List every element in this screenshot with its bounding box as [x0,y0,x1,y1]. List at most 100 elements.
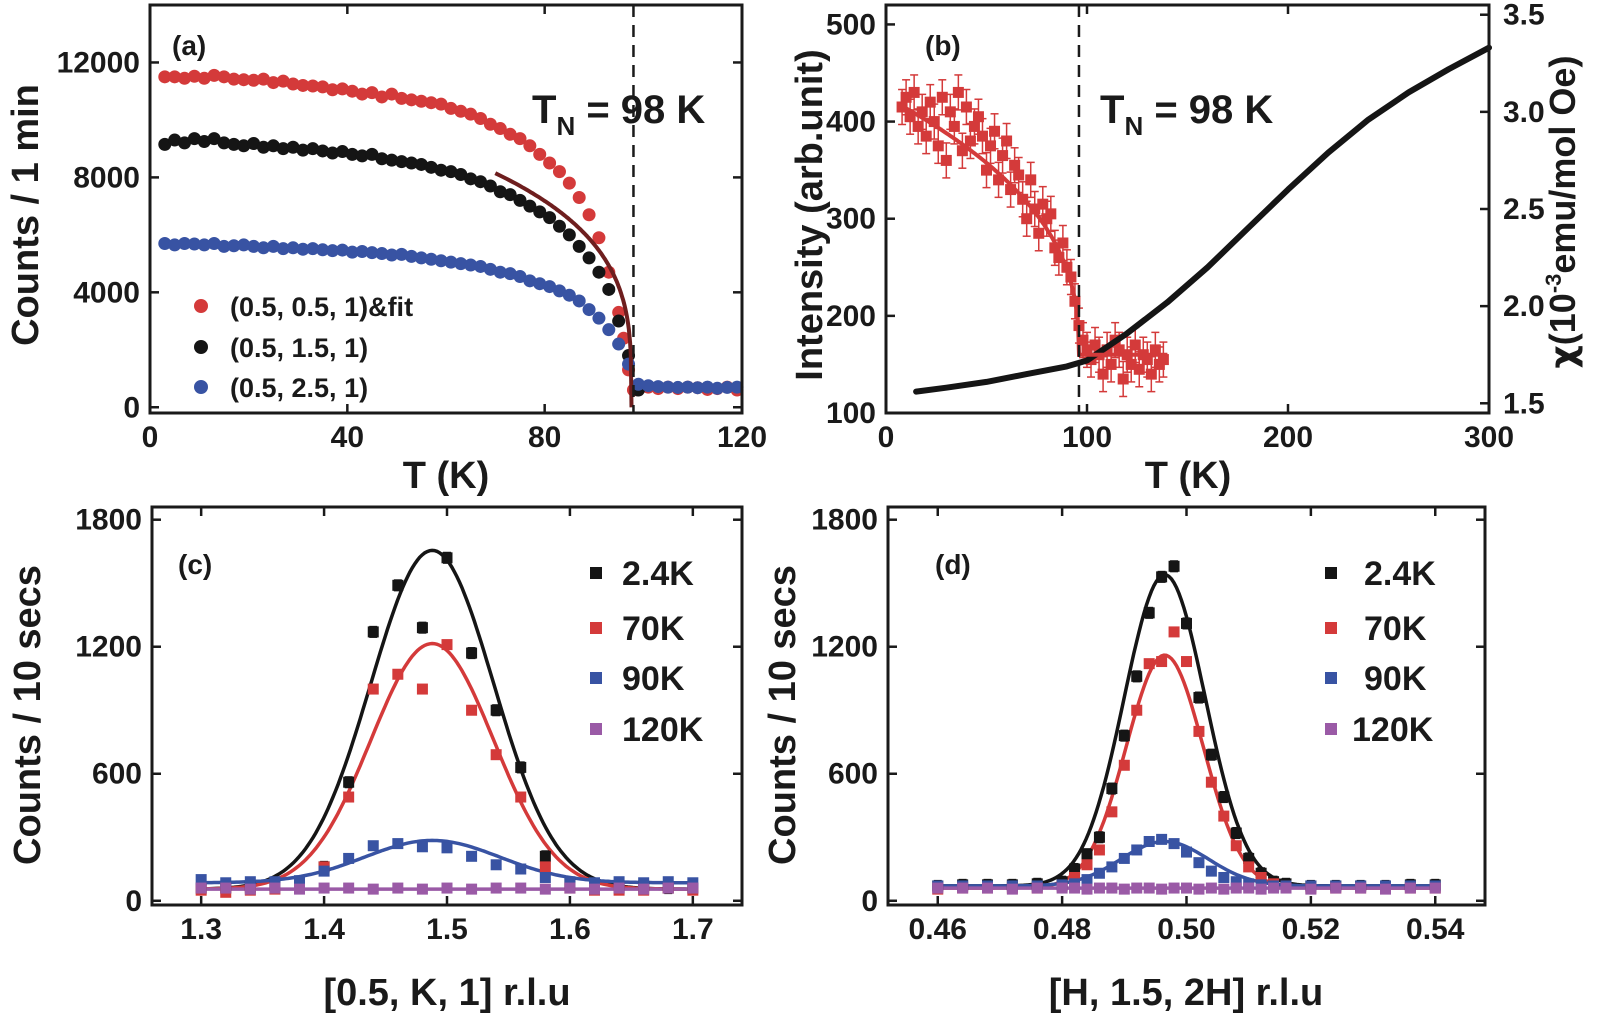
legend-label: 120K [622,711,704,749]
data-point [533,277,547,291]
data-point [572,239,586,253]
data-point [1106,783,1118,795]
data-point [441,882,453,894]
data-point [1025,174,1037,186]
legend-marker [1325,622,1337,634]
data-point [316,144,330,158]
chi-curve [913,44,1492,395]
y-tick-label: 600 [828,758,878,791]
data-point [710,381,724,395]
data-point [1193,883,1205,895]
x-tick-label: 1.4 [303,913,345,946]
x-tick-label: 0.54 [1406,913,1465,946]
data-point [483,117,497,131]
data-point [523,274,537,288]
data-point [1305,883,1317,895]
data-point [1097,368,1109,380]
data-point [1021,213,1033,225]
data-point [375,90,389,104]
data-point [434,254,448,268]
data-point [269,882,281,894]
legend-label: 90K [1364,660,1427,698]
x-tick-label: 0.48 [1033,913,1091,946]
legend-label: 70K [622,610,685,648]
data-point [916,106,928,118]
panel-b-y2label-open: (10 [1542,293,1583,345]
legend-marker [1325,723,1337,735]
legend-label: (0.5, 0.5, 1)&fit [230,292,413,322]
y2-tick-label: 2.0 [1503,290,1545,323]
data-point [552,219,566,233]
data-point [1118,759,1130,771]
data-point [490,749,502,761]
y-tick-label: 400 [826,106,876,139]
data-point [572,294,586,308]
data-point [414,251,428,265]
data-point [981,164,992,176]
data-point [1001,135,1013,147]
data-point [1243,861,1255,873]
data-point [582,208,596,222]
legend-marker [194,340,208,354]
data-point [466,647,478,659]
x-tick-label: 1.7 [672,913,714,946]
data-point [543,156,557,170]
data-point [367,683,379,695]
data-point [602,282,616,296]
data-point [197,134,211,148]
data-point [912,120,924,132]
y-tick-label: 4000 [73,276,140,309]
panel-b-y2label-unit: emu/mol Oe) [1542,56,1583,274]
data-point [956,145,968,157]
panel-a-ticks: 0 40 80 120 0 4000 8000 12000 [57,5,767,454]
panel-a-tn-rest: = 98 K [575,88,705,132]
data-point [1045,208,1057,220]
data-point [503,188,517,202]
data-point [454,168,468,182]
data-point [985,140,997,152]
legend-marker [590,567,602,579]
data-point [385,153,399,167]
panel-b-xlabel: T (K) [1145,455,1232,497]
data-point [631,377,645,391]
data-point [306,142,320,156]
data-point [904,111,916,123]
data-point [414,94,428,108]
data-point [1429,882,1441,894]
data-point [932,140,944,152]
data-point [968,120,980,132]
data-point [424,96,438,110]
data-point [424,160,438,174]
data-point [1057,237,1069,249]
data-point [515,882,527,894]
data-point [720,380,734,394]
data-point [944,106,956,118]
data-point [572,191,586,205]
data-point [1081,883,1093,895]
data-point [1141,354,1153,366]
data-point [1168,838,1180,850]
legend-marker [1325,567,1337,579]
data-point [1205,776,1217,788]
data-point [326,244,340,258]
y-tick-label: 12000 [57,46,140,79]
data-point [286,140,300,154]
data-point [1243,852,1255,864]
legend-marker [590,672,602,684]
data-point [1218,791,1230,803]
data-point [385,87,399,101]
data-point [523,199,537,213]
data-point [343,852,355,864]
data-point [730,380,744,394]
data-point [1218,871,1230,883]
data-point [256,140,270,154]
panel-c: 1.3 1.4 1.5 1.6 1.7 0 600 1200 1800 (c) 2.4K 70K… [7,504,744,1014]
data-point [552,165,566,179]
data-point [217,239,231,253]
data-point [1118,883,1130,895]
data-point [404,156,418,170]
data-point [1268,882,1280,894]
panel-d-label: (d) [935,549,971,580]
data-point [1093,882,1105,894]
data-point [997,150,1009,162]
